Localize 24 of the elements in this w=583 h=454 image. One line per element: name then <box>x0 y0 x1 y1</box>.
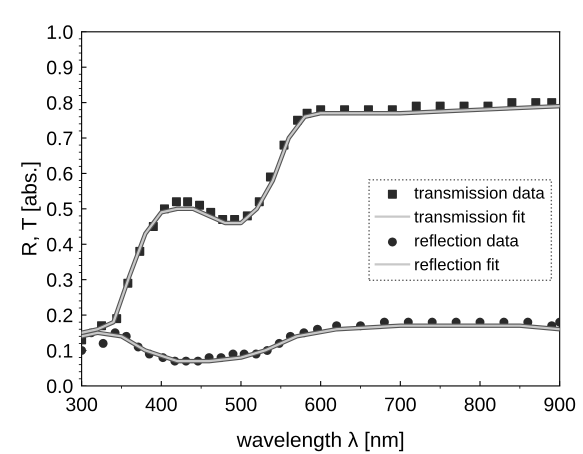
y-tick-label: 0.3 <box>47 273 72 287</box>
y-tick-label: 0.0 <box>47 379 73 394</box>
y-tick-label: 0.9 <box>47 60 72 74</box>
x-tick-label: 900 <box>544 398 576 412</box>
legend-label: transmission data <box>414 186 545 199</box>
y-tick-label: 1.0 <box>48 25 73 40</box>
legend-label: transmission fit <box>414 210 526 223</box>
y-tick-label: 0.7 <box>47 131 72 146</box>
x-tick-label: 800 <box>464 398 496 412</box>
y-axis-title: R, T [abs.] <box>21 162 41 255</box>
legend-label: reflection fit <box>415 258 500 270</box>
y-tick-label: 0.8 <box>47 96 72 110</box>
legend-label: reflection data <box>415 234 519 246</box>
y-tick-label: 0.1 <box>47 344 72 358</box>
y-tick-label: 0.6 <box>47 166 72 181</box>
x-tick-label: 300 <box>66 398 98 412</box>
x-tick-label: 600 <box>305 398 336 412</box>
x-tick-label: 500 <box>226 398 256 412</box>
y-tick-label: 0.2 <box>47 308 72 322</box>
x-axis-title: wavelength λ [nm] <box>236 432 404 452</box>
x-tick-label: 700 <box>385 398 416 412</box>
y-tick-label: 0.5 <box>47 202 72 216</box>
x-tick-label: 400 <box>146 398 177 412</box>
y-tick-label: 0.4 <box>47 238 73 252</box>
